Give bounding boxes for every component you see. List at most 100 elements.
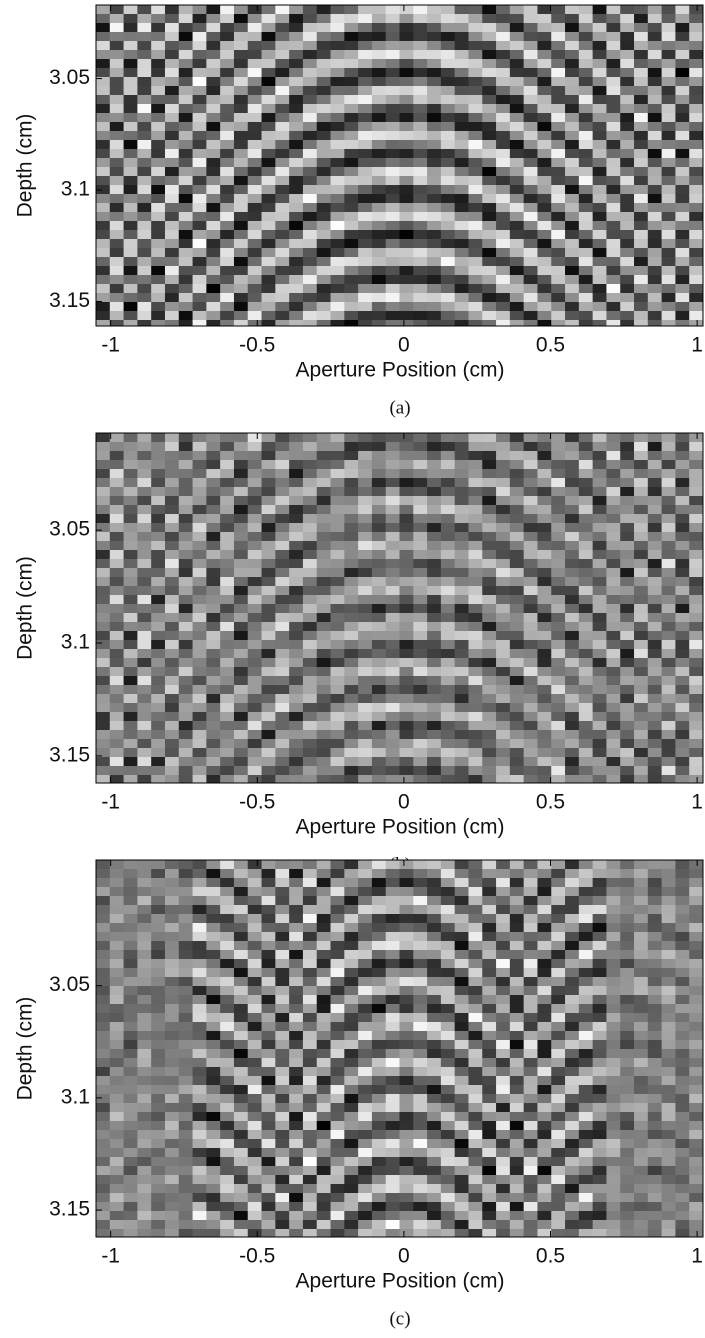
pixel bbox=[220, 640, 234, 650]
pixel bbox=[151, 730, 165, 740]
pixel bbox=[331, 496, 345, 506]
pixel bbox=[606, 478, 620, 488]
pixel bbox=[303, 514, 317, 524]
pixel bbox=[331, 212, 345, 222]
pixel bbox=[413, 1121, 427, 1131]
pixel bbox=[248, 167, 262, 177]
pixel bbox=[468, 433, 482, 443]
pixel bbox=[193, 757, 207, 767]
pixel bbox=[579, 523, 593, 533]
pixel bbox=[206, 640, 220, 650]
pixel bbox=[634, 442, 648, 452]
pixel bbox=[289, 896, 303, 906]
pixel bbox=[565, 311, 579, 321]
pixel bbox=[634, 311, 648, 321]
pixel bbox=[648, 586, 662, 596]
pixel bbox=[662, 5, 676, 15]
pixel bbox=[427, 559, 441, 569]
pixel bbox=[151, 595, 165, 605]
pixel bbox=[689, 514, 703, 524]
pixel bbox=[179, 302, 193, 312]
pixel bbox=[124, 311, 138, 321]
pixel bbox=[248, 1004, 262, 1014]
pixel bbox=[565, 149, 579, 159]
pixel bbox=[262, 1076, 276, 1086]
pixel bbox=[593, 451, 607, 461]
pixel bbox=[331, 1130, 345, 1140]
pixel bbox=[648, 559, 662, 569]
pixel bbox=[248, 685, 262, 695]
pixel bbox=[289, 487, 303, 497]
pixel bbox=[165, 667, 179, 677]
pixel bbox=[193, 505, 207, 515]
pixel bbox=[510, 523, 524, 533]
pixel bbox=[496, 1184, 510, 1194]
pixel bbox=[358, 86, 372, 96]
pixel bbox=[441, 950, 455, 960]
pixel bbox=[634, 77, 648, 87]
pixel bbox=[606, 586, 620, 596]
pixel bbox=[248, 595, 262, 605]
pixel bbox=[496, 1139, 510, 1149]
pixel bbox=[220, 122, 234, 132]
pixel bbox=[606, 176, 620, 186]
pixel bbox=[193, 167, 207, 177]
pixel bbox=[593, 1058, 607, 1068]
pixel bbox=[331, 122, 345, 132]
pixel bbox=[248, 433, 262, 443]
pixel bbox=[675, 667, 689, 677]
pixel bbox=[565, 77, 579, 87]
pixel bbox=[372, 167, 386, 177]
pixel bbox=[620, 869, 634, 879]
pixel bbox=[606, 1175, 620, 1185]
pixel bbox=[372, 1076, 386, 1086]
pixel bbox=[468, 568, 482, 578]
pixel bbox=[317, 221, 331, 231]
pixel bbox=[372, 941, 386, 951]
pixel bbox=[455, 248, 469, 258]
pixel bbox=[386, 77, 400, 87]
pixel bbox=[441, 649, 455, 659]
pixel bbox=[496, 104, 510, 114]
pixel bbox=[620, 595, 634, 605]
pixel bbox=[441, 442, 455, 452]
pixel bbox=[400, 1004, 414, 1014]
heatmap bbox=[96, 5, 704, 327]
pixel bbox=[262, 1022, 276, 1032]
pixel bbox=[413, 14, 427, 24]
pixel bbox=[193, 496, 207, 506]
pixel bbox=[358, 248, 372, 258]
pixel bbox=[496, 77, 510, 87]
pixel bbox=[537, 311, 551, 321]
pixel bbox=[193, 1211, 207, 1221]
pixel bbox=[620, 959, 634, 969]
pixel bbox=[482, 1166, 496, 1176]
pixel bbox=[620, 469, 634, 479]
pixel bbox=[551, 433, 565, 443]
pixel bbox=[689, 32, 703, 42]
pixel bbox=[110, 1049, 124, 1059]
pixel bbox=[275, 896, 289, 906]
pixel bbox=[620, 1049, 634, 1059]
pixel bbox=[620, 149, 634, 159]
pixel bbox=[662, 86, 676, 96]
pixel bbox=[496, 914, 510, 924]
pixel bbox=[427, 1184, 441, 1194]
pixel bbox=[317, 577, 331, 587]
pixel bbox=[179, 968, 193, 978]
pixel bbox=[193, 194, 207, 204]
pixel bbox=[510, 1211, 524, 1221]
pixel bbox=[537, 1112, 551, 1122]
pixel bbox=[496, 194, 510, 204]
pixel bbox=[593, 505, 607, 515]
pixel bbox=[220, 86, 234, 96]
pixel bbox=[606, 757, 620, 767]
pixel bbox=[331, 487, 345, 497]
pixel bbox=[689, 523, 703, 533]
pixel bbox=[248, 532, 262, 542]
pixel bbox=[372, 104, 386, 114]
pixel bbox=[455, 959, 469, 969]
pixel bbox=[620, 122, 634, 132]
pixel bbox=[565, 1112, 579, 1122]
pixel bbox=[206, 59, 220, 69]
